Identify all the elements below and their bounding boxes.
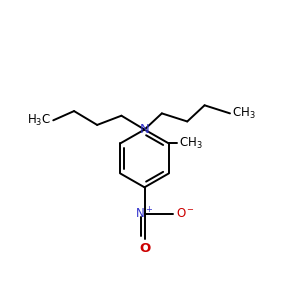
Text: O$^-$: O$^-$ (176, 207, 195, 220)
Text: H$_3$C: H$_3$C (27, 113, 51, 128)
Text: CH$_3$: CH$_3$ (232, 106, 256, 121)
Text: O: O (139, 242, 150, 255)
Text: N: N (140, 123, 149, 136)
Text: CH$_3$: CH$_3$ (179, 136, 203, 151)
Text: N$^+$: N$^+$ (135, 206, 154, 221)
